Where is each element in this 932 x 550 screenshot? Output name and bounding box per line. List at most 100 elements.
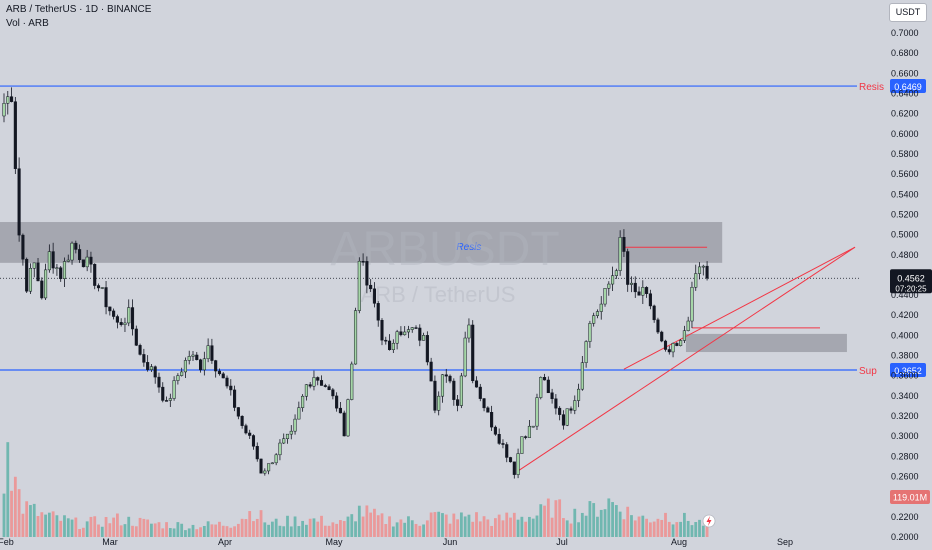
volume-bar <box>210 524 214 537</box>
volume-bar <box>165 522 168 537</box>
volume-bar <box>701 525 705 537</box>
candle-body <box>47 251 51 271</box>
candle-body <box>425 335 429 363</box>
volume-bar <box>74 517 78 537</box>
volume-bar <box>509 517 512 537</box>
candle-body <box>565 408 569 426</box>
volume-bar <box>119 525 123 537</box>
volume-bar <box>535 515 539 537</box>
candle-body <box>482 398 486 409</box>
candle-body <box>331 389 335 397</box>
candle-body <box>62 261 67 279</box>
candle-body <box>626 251 630 285</box>
volume-bar <box>365 505 369 537</box>
candle-body <box>236 407 240 417</box>
lightning-glyph <box>706 516 712 526</box>
x-tick-label: Sep <box>777 537 793 547</box>
volume-bar <box>652 521 656 537</box>
candle-body <box>527 425 531 438</box>
candle-body <box>648 293 652 307</box>
candle-body <box>542 377 547 381</box>
candle-body <box>119 322 123 325</box>
volume-bar <box>384 524 388 537</box>
volume-bar <box>29 505 32 537</box>
volume-bar <box>134 526 138 537</box>
candle-body <box>611 275 615 285</box>
volume-bar <box>2 493 6 537</box>
candle-body <box>282 438 286 444</box>
candle-body <box>176 375 180 381</box>
volume-bar <box>614 505 618 537</box>
candle-body <box>682 330 686 341</box>
candle-body <box>6 96 10 104</box>
candle-body <box>584 341 588 363</box>
volume-bar <box>410 520 414 537</box>
volume-bar <box>414 523 418 537</box>
candle-body <box>274 454 278 464</box>
candle-body <box>267 463 271 472</box>
candle-body <box>199 359 203 371</box>
y-tick-label: 0.5400 <box>891 189 919 199</box>
candle-body <box>550 392 554 400</box>
volume-bar <box>437 511 441 537</box>
candle-body <box>618 237 622 271</box>
candle-body <box>686 320 690 331</box>
candle-body <box>546 379 550 394</box>
volume-bar <box>403 522 407 537</box>
candle-body <box>520 436 524 454</box>
candle-body <box>539 377 543 398</box>
y-tick-label: 0.5000 <box>891 230 919 240</box>
volume-bar <box>286 515 289 537</box>
volume-bar <box>263 522 267 537</box>
volume-bar <box>218 521 221 537</box>
volume-bar <box>108 523 112 537</box>
candle-body <box>289 430 293 435</box>
volume-bar <box>543 505 546 537</box>
candle-body <box>153 366 157 378</box>
volume-bar <box>373 508 376 537</box>
candle-body <box>467 324 471 339</box>
volume-bar <box>354 521 357 537</box>
candle-body <box>660 331 664 342</box>
candle-body <box>599 303 603 312</box>
volume-bar <box>293 516 297 537</box>
volume-bar <box>637 516 641 537</box>
volume-bar <box>531 518 535 537</box>
candle-body <box>637 291 641 296</box>
volume-bar <box>395 522 399 537</box>
candle-body <box>338 407 342 414</box>
volume-bar <box>70 519 74 537</box>
y-tick-label: 0.2200 <box>891 512 919 522</box>
candle-body <box>21 234 25 260</box>
volume-bar <box>32 503 36 537</box>
candle-body <box>13 101 17 169</box>
volume-bar <box>93 516 97 537</box>
candle-body <box>149 366 153 370</box>
volume-bar <box>524 521 528 537</box>
x-tick-label: Mar <box>102 537 118 547</box>
candle-body <box>577 388 581 401</box>
y-tick-label: 0.6000 <box>891 129 919 139</box>
candle-body <box>365 261 369 286</box>
volume-bar <box>369 512 373 537</box>
candle-body <box>301 395 305 408</box>
candle-body <box>81 259 85 268</box>
volume-bar <box>244 519 248 537</box>
candle-body <box>561 414 565 426</box>
volume-bar <box>660 519 664 537</box>
candle-body <box>418 327 422 341</box>
candle-body <box>233 389 237 408</box>
candle-body <box>28 268 33 292</box>
volume-bar <box>588 501 592 537</box>
volume-bar <box>656 518 660 537</box>
candle-body <box>671 343 675 353</box>
volume-bar <box>104 516 108 537</box>
candle-body <box>312 377 316 387</box>
candle-body <box>490 412 494 428</box>
currency-button[interactable]: USDT <box>889 3 927 22</box>
volume-bar <box>596 516 599 537</box>
volume-bar <box>422 524 425 537</box>
candle-body <box>580 362 584 390</box>
